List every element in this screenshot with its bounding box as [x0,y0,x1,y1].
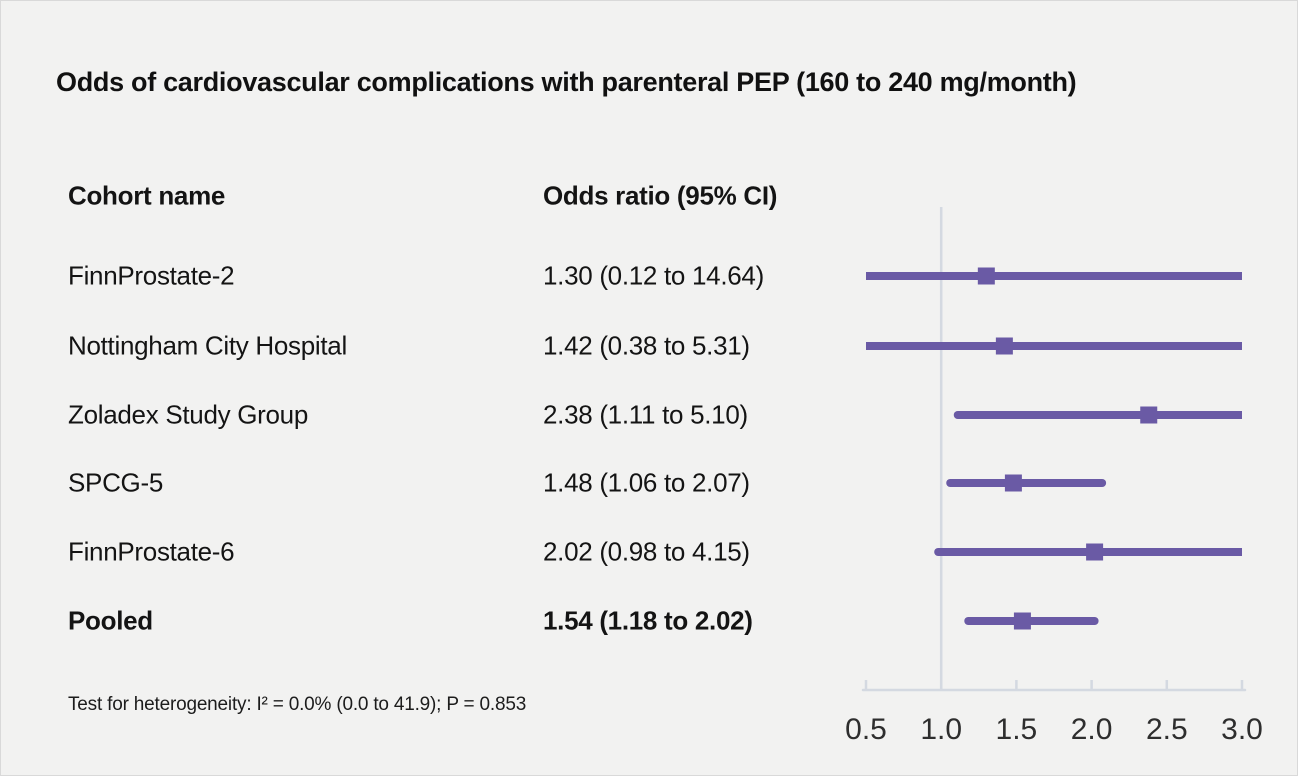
ci-cap [934,548,943,556]
odds-ratio-value: 1.30 (0.12 to 14.64) [543,260,764,291]
cohort-name: Pooled [68,605,153,636]
ci-cap [1098,479,1107,487]
point-estimate-marker [1086,543,1104,561]
axis-tick-label: 1.0 [920,713,962,746]
ci-cap [946,479,955,487]
axis-tick-label: 3.0 [1221,713,1263,746]
ci-cap [964,617,973,625]
point-estimate-marker [977,267,995,285]
heterogeneity-footnote: Test for heterogeneity: I² = 0.0% (0.0 t… [68,694,527,715]
chart-title: Odds of cardiovascular complications wit… [56,67,1077,97]
point-estimate-marker [1140,406,1158,424]
cohort-name: SPCG-5 [68,467,164,498]
cohort-name: Nottingham City Hospital [68,330,347,361]
axis-tick-label: 1.5 [996,713,1038,746]
axis-tick-label: 0.5 [845,713,887,746]
point-estimate-marker [995,337,1013,355]
point-estimate-marker [1004,474,1022,492]
axis-tick-label: 2.0 [1071,713,1113,746]
odds-ratio-column-header: Odds ratio (95% CI) [543,180,778,211]
point-estimate-marker [1013,612,1031,630]
odds-ratio-value: 2.02 (0.98 to 4.15) [543,536,750,567]
ci-cap [953,411,962,419]
cohort-name: FinnProstate-2 [68,260,235,291]
cohort-column-header: Cohort name [68,180,226,211]
ci-cap [1090,617,1099,625]
cohort-name: FinnProstate-6 [68,536,235,567]
cohort-name: Zoladex Study Group [68,399,308,430]
odds-ratio-value: 1.54 (1.18 to 2.02) [543,605,753,636]
odds-ratio-value: 1.48 (1.06 to 2.07) [543,467,750,498]
odds-ratio-value: 2.38 (1.11 to 5.10) [543,399,748,430]
odds-ratio-value: 1.42 (0.38 to 5.31) [543,330,750,361]
axis-tick-label: 2.5 [1146,713,1188,746]
